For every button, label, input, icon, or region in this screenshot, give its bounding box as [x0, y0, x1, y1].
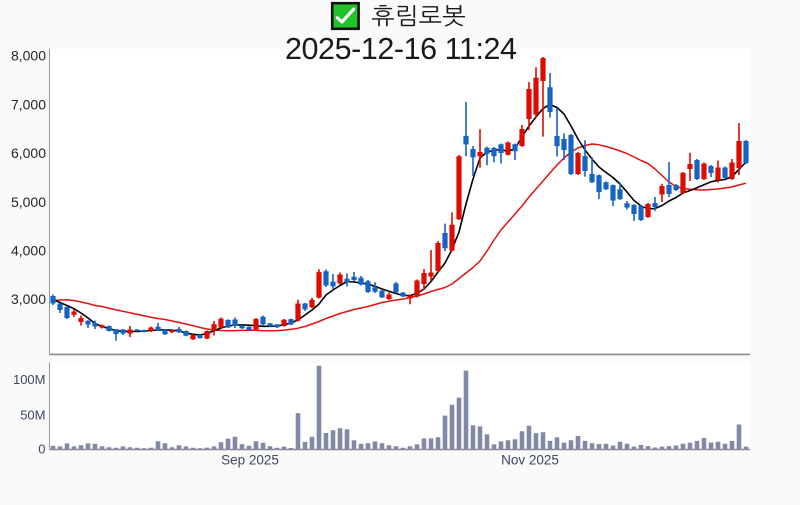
svg-text:100M: 100M [13, 372, 46, 387]
svg-text:3,000: 3,000 [11, 291, 46, 307]
svg-text:4,000: 4,000 [11, 243, 46, 259]
svg-text:50M: 50M [20, 407, 45, 422]
svg-text:8,000: 8,000 [11, 48, 46, 64]
svg-text:7,000: 7,000 [11, 96, 46, 112]
svg-text:5,000: 5,000 [11, 194, 46, 210]
svg-text:0: 0 [38, 441, 45, 456]
svg-text:Sep 2025: Sep 2025 [221, 453, 279, 468]
svg-text:6,000: 6,000 [11, 145, 46, 161]
svg-text:Nov 2025: Nov 2025 [501, 453, 559, 468]
svg-text:2025-12-16 11:24: 2025-12-16 11:24 [285, 32, 517, 66]
